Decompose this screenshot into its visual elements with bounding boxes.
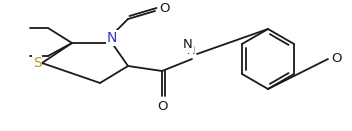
Text: O: O	[331, 53, 341, 66]
Text: H: H	[187, 46, 195, 56]
Text: S: S	[33, 56, 42, 70]
Text: N: N	[107, 31, 117, 45]
Text: O: O	[157, 100, 167, 113]
Text: O: O	[159, 2, 169, 15]
Text: N: N	[183, 39, 193, 51]
